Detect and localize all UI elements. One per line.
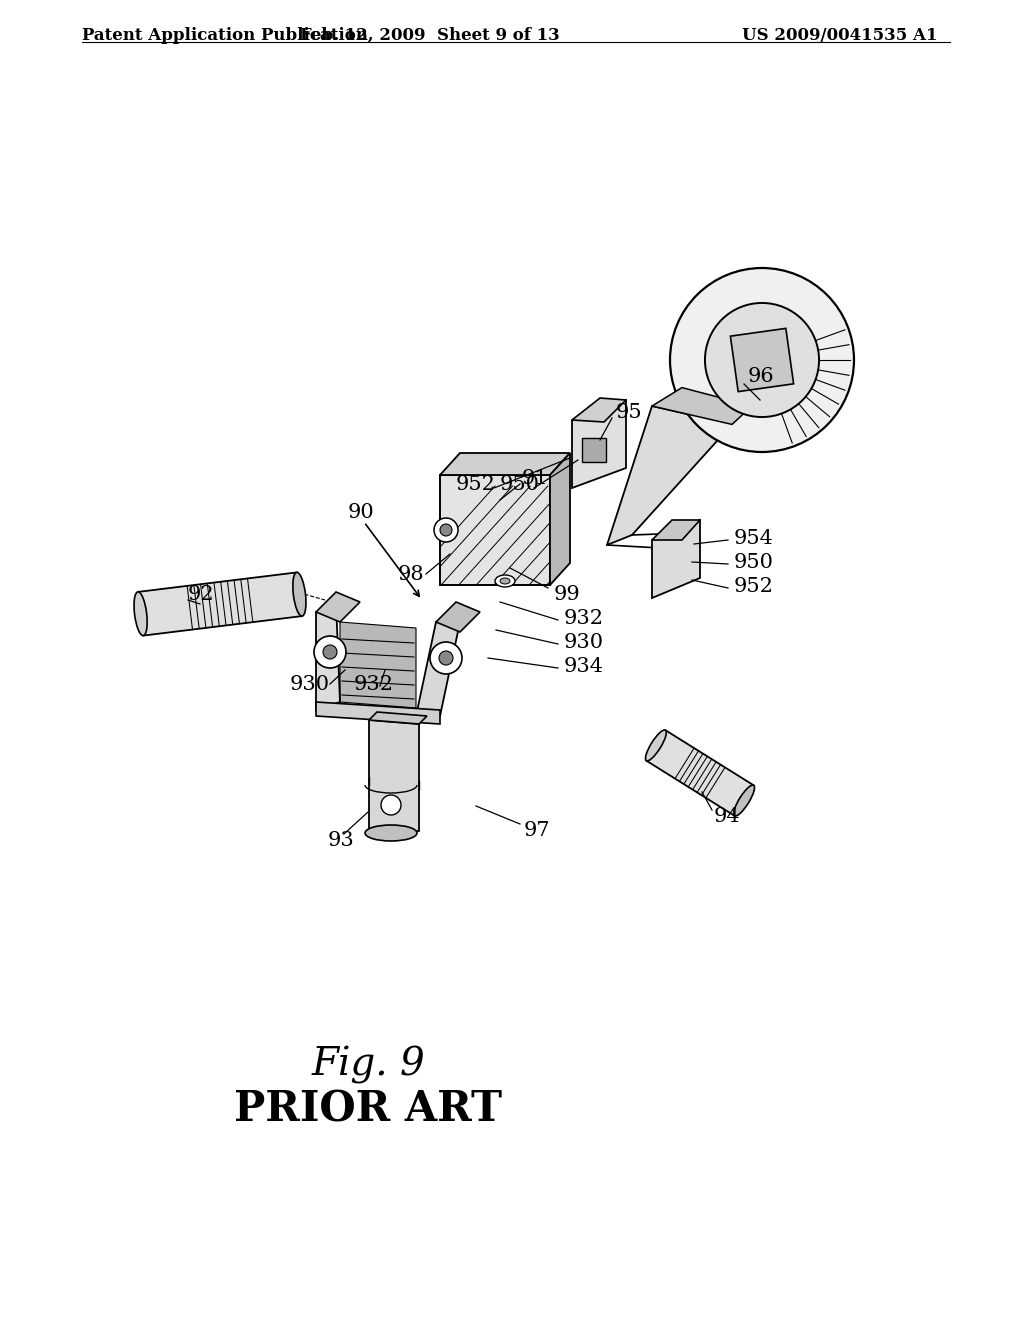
- Circle shape: [381, 795, 401, 814]
- Polygon shape: [369, 719, 419, 836]
- Polygon shape: [646, 730, 754, 816]
- Ellipse shape: [495, 576, 515, 587]
- Polygon shape: [340, 622, 416, 708]
- Polygon shape: [440, 453, 570, 475]
- Polygon shape: [138, 573, 302, 636]
- Polygon shape: [572, 400, 626, 488]
- Polygon shape: [652, 520, 700, 598]
- Text: 91: 91: [522, 469, 549, 487]
- Text: 97: 97: [524, 821, 551, 840]
- Circle shape: [314, 636, 346, 668]
- Text: 93: 93: [328, 830, 354, 850]
- Text: 932: 932: [354, 675, 394, 693]
- Ellipse shape: [365, 825, 417, 841]
- Text: 99: 99: [554, 585, 581, 603]
- Text: 952: 952: [734, 577, 774, 595]
- Text: 92: 92: [188, 585, 215, 603]
- Text: Fig. 9: Fig. 9: [311, 1045, 425, 1084]
- Polygon shape: [369, 711, 427, 723]
- Polygon shape: [607, 407, 732, 545]
- Text: 934: 934: [564, 656, 604, 676]
- Text: 98: 98: [398, 565, 425, 583]
- Polygon shape: [316, 591, 360, 622]
- Polygon shape: [416, 622, 460, 715]
- Text: 930: 930: [290, 675, 330, 693]
- Circle shape: [705, 304, 819, 417]
- Text: PRIOR ART: PRIOR ART: [234, 1089, 502, 1131]
- Text: 932: 932: [564, 609, 604, 627]
- Circle shape: [430, 642, 462, 675]
- Polygon shape: [652, 520, 700, 540]
- Text: 95: 95: [616, 403, 643, 421]
- Polygon shape: [550, 453, 570, 585]
- Polygon shape: [652, 388, 752, 425]
- Text: 950: 950: [734, 553, 774, 572]
- Circle shape: [439, 651, 453, 665]
- Text: 930: 930: [564, 632, 604, 652]
- Text: 952: 952: [456, 474, 496, 494]
- Text: Patent Application Publication: Patent Application Publication: [82, 26, 368, 44]
- Text: Feb. 12, 2009  Sheet 9 of 13: Feb. 12, 2009 Sheet 9 of 13: [300, 26, 560, 44]
- Circle shape: [323, 645, 337, 659]
- Polygon shape: [582, 438, 606, 462]
- Text: 94: 94: [714, 807, 740, 825]
- Circle shape: [434, 517, 458, 543]
- Ellipse shape: [134, 591, 147, 636]
- Text: 96: 96: [748, 367, 774, 385]
- Circle shape: [670, 268, 854, 451]
- Ellipse shape: [645, 730, 667, 760]
- Polygon shape: [440, 475, 550, 585]
- Ellipse shape: [733, 785, 755, 816]
- Text: US 2009/0041535 A1: US 2009/0041535 A1: [742, 26, 938, 44]
- Polygon shape: [436, 602, 480, 632]
- Polygon shape: [572, 399, 626, 422]
- Circle shape: [440, 524, 452, 536]
- Text: 954: 954: [734, 528, 774, 548]
- Text: 90: 90: [348, 503, 375, 521]
- Ellipse shape: [293, 573, 306, 616]
- Polygon shape: [730, 329, 794, 392]
- Text: 950: 950: [500, 474, 540, 494]
- Ellipse shape: [500, 578, 510, 583]
- Polygon shape: [316, 702, 440, 723]
- Polygon shape: [316, 602, 340, 710]
